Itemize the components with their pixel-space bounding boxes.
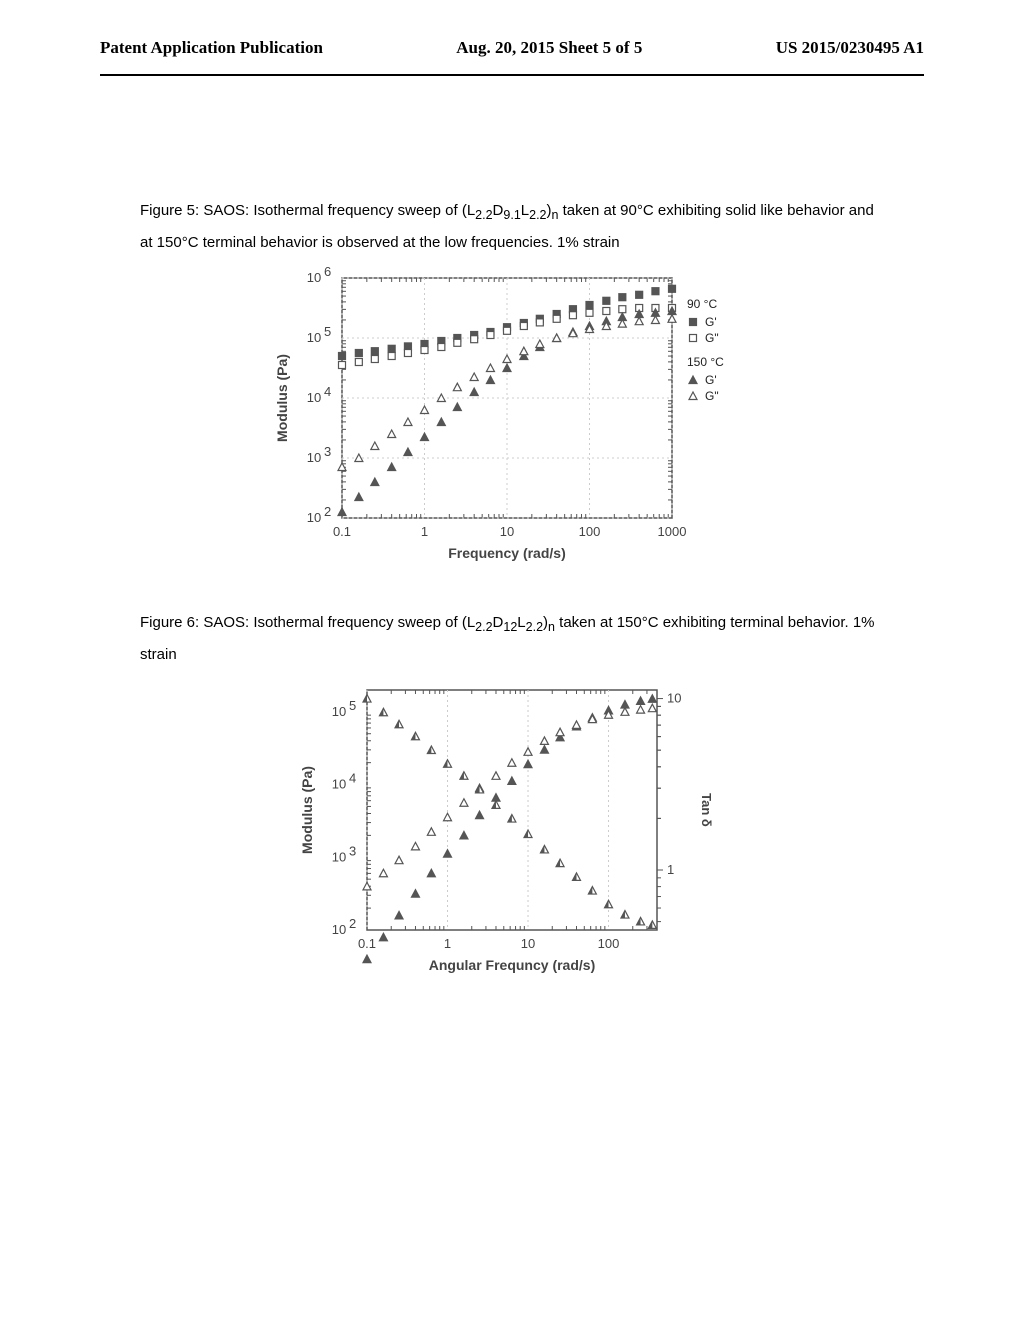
header-center: Aug. 20, 2015 Sheet 5 of 5	[456, 38, 642, 58]
svg-text:10: 10	[667, 691, 681, 706]
svg-text:4: 4	[349, 771, 356, 786]
svg-text:Modulus (Pa): Modulus (Pa)	[299, 766, 315, 854]
svg-text:150 °C: 150 °C	[687, 355, 724, 369]
svg-text:1: 1	[444, 936, 451, 951]
fig6-cap-a: Figure 6: SAOS: Isothermal frequency swe…	[140, 614, 475, 631]
svg-text:5: 5	[324, 324, 331, 339]
svg-text:10: 10	[307, 450, 321, 465]
fig5-svg: 0.11101001000102103104105106Frequency (r…	[252, 258, 772, 568]
header-rule	[100, 74, 924, 76]
svg-text:G': G'	[705, 315, 717, 329]
svg-text:3: 3	[349, 843, 356, 858]
svg-text:100: 100	[579, 524, 601, 539]
svg-text:G": G"	[705, 389, 719, 403]
svg-text:4: 4	[324, 384, 331, 399]
svg-text:1: 1	[421, 524, 428, 539]
fig6-svg: 0.1110100102103104105110Angular Frequncy…	[277, 670, 747, 980]
header-left: Patent Application Publication	[100, 38, 323, 58]
svg-text:10: 10	[521, 936, 535, 951]
svg-text:100: 100	[598, 936, 620, 951]
svg-text:Modulus (Pa): Modulus (Pa)	[274, 354, 290, 442]
svg-text:10: 10	[500, 524, 514, 539]
svg-text:6: 6	[324, 264, 331, 279]
page-header: Patent Application Publication Aug. 20, …	[0, 0, 1024, 68]
header-right: US 2015/0230495 A1	[776, 38, 924, 58]
svg-text:Frequency (rad/s): Frequency (rad/s)	[448, 545, 565, 561]
fig5-chart: 0.11101001000102103104105106Frequency (r…	[0, 258, 1024, 568]
svg-text:10: 10	[332, 849, 346, 864]
svg-text:3: 3	[324, 444, 331, 459]
svg-text:1000: 1000	[658, 524, 687, 539]
fig5-cap-a: Figure 5: SAOS: Isothermal frequency swe…	[140, 202, 475, 219]
svg-text:1: 1	[667, 862, 674, 877]
svg-text:2: 2	[349, 916, 356, 931]
svg-text:5: 5	[349, 698, 356, 713]
svg-text:G': G'	[705, 373, 717, 387]
fig6-caption: Figure 6: SAOS: Isothermal frequency swe…	[140, 608, 884, 670]
svg-text:Angular Frequncy (rad/s): Angular Frequncy (rad/s)	[429, 957, 595, 973]
svg-text:90 °C: 90 °C	[687, 297, 717, 311]
svg-text:G": G"	[705, 331, 719, 345]
svg-text:10: 10	[307, 510, 321, 525]
svg-text:10: 10	[332, 777, 346, 792]
svg-text:10: 10	[307, 330, 321, 345]
svg-text:10: 10	[332, 704, 346, 719]
svg-text:Tan δ: Tan δ	[699, 793, 714, 827]
svg-text:0.1: 0.1	[358, 936, 376, 951]
svg-text:2: 2	[324, 504, 331, 519]
fig6-chart: 0.1110100102103104105110Angular Frequncy…	[0, 670, 1024, 980]
svg-text:10: 10	[332, 922, 346, 937]
svg-text:0.1: 0.1	[333, 524, 351, 539]
svg-text:10: 10	[307, 390, 321, 405]
svg-text:10: 10	[307, 270, 321, 285]
fig5-caption: Figure 5: SAOS: Isothermal frequency swe…	[140, 196, 884, 258]
